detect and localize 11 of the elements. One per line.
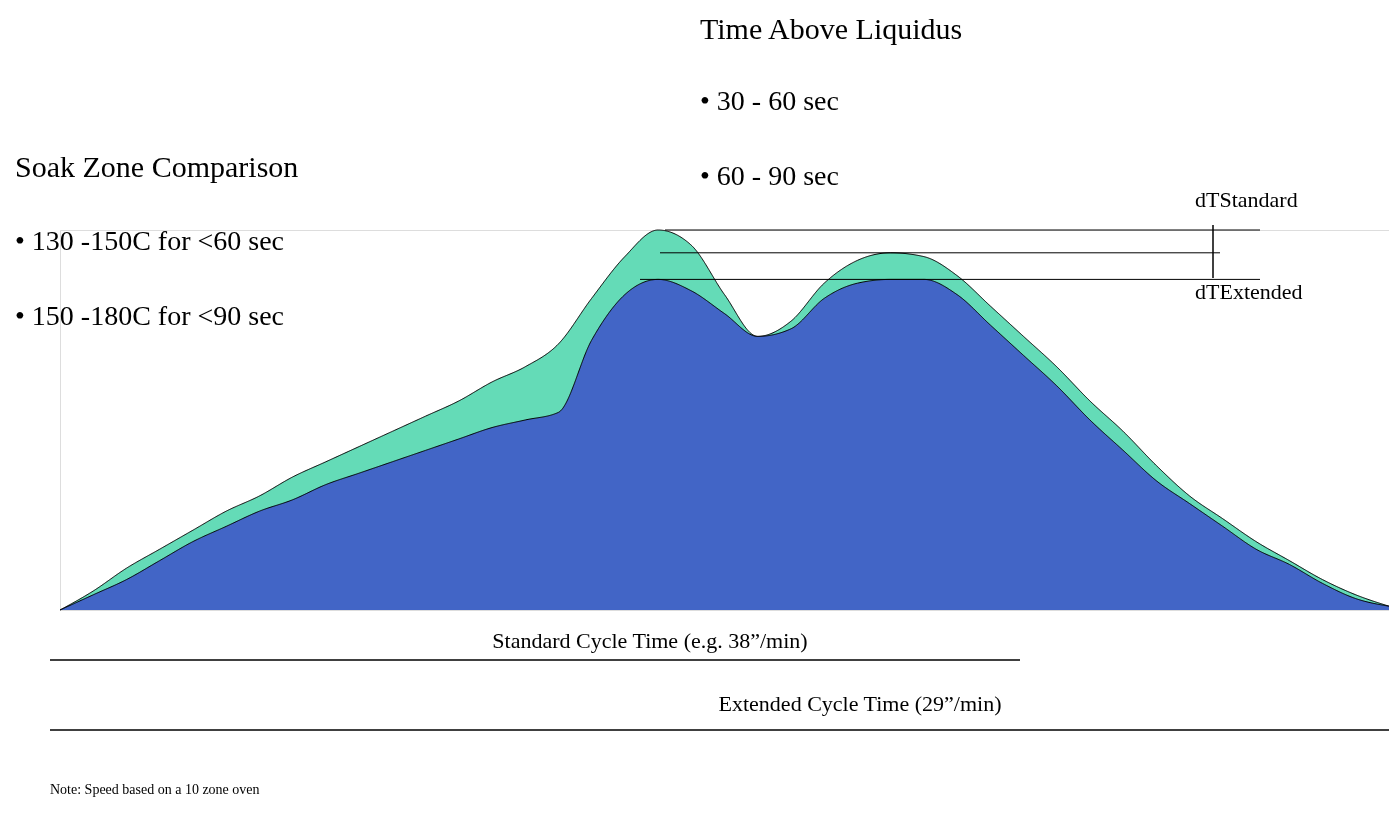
annotation: • 150 -180C for <90 sec: [15, 300, 284, 331]
text: dTStandard: [1195, 187, 1298, 212]
text: Soak Zone Comparison: [15, 150, 299, 183]
annotation: dTExtended: [1195, 279, 1303, 304]
text: Time Above Liquidus: [700, 12, 963, 45]
text: Standard Cycle Time (e.g. 38”/min): [492, 628, 808, 653]
text: • 30 - 60 sec: [700, 85, 839, 116]
text: Note: Speed based on a 10 zone oven: [50, 782, 260, 797]
text: Extended Cycle Time (29”/min): [718, 691, 1002, 716]
annotation: • 130 -150C for <60 sec: [15, 225, 284, 256]
text: • 60 - 90 sec: [700, 160, 839, 191]
